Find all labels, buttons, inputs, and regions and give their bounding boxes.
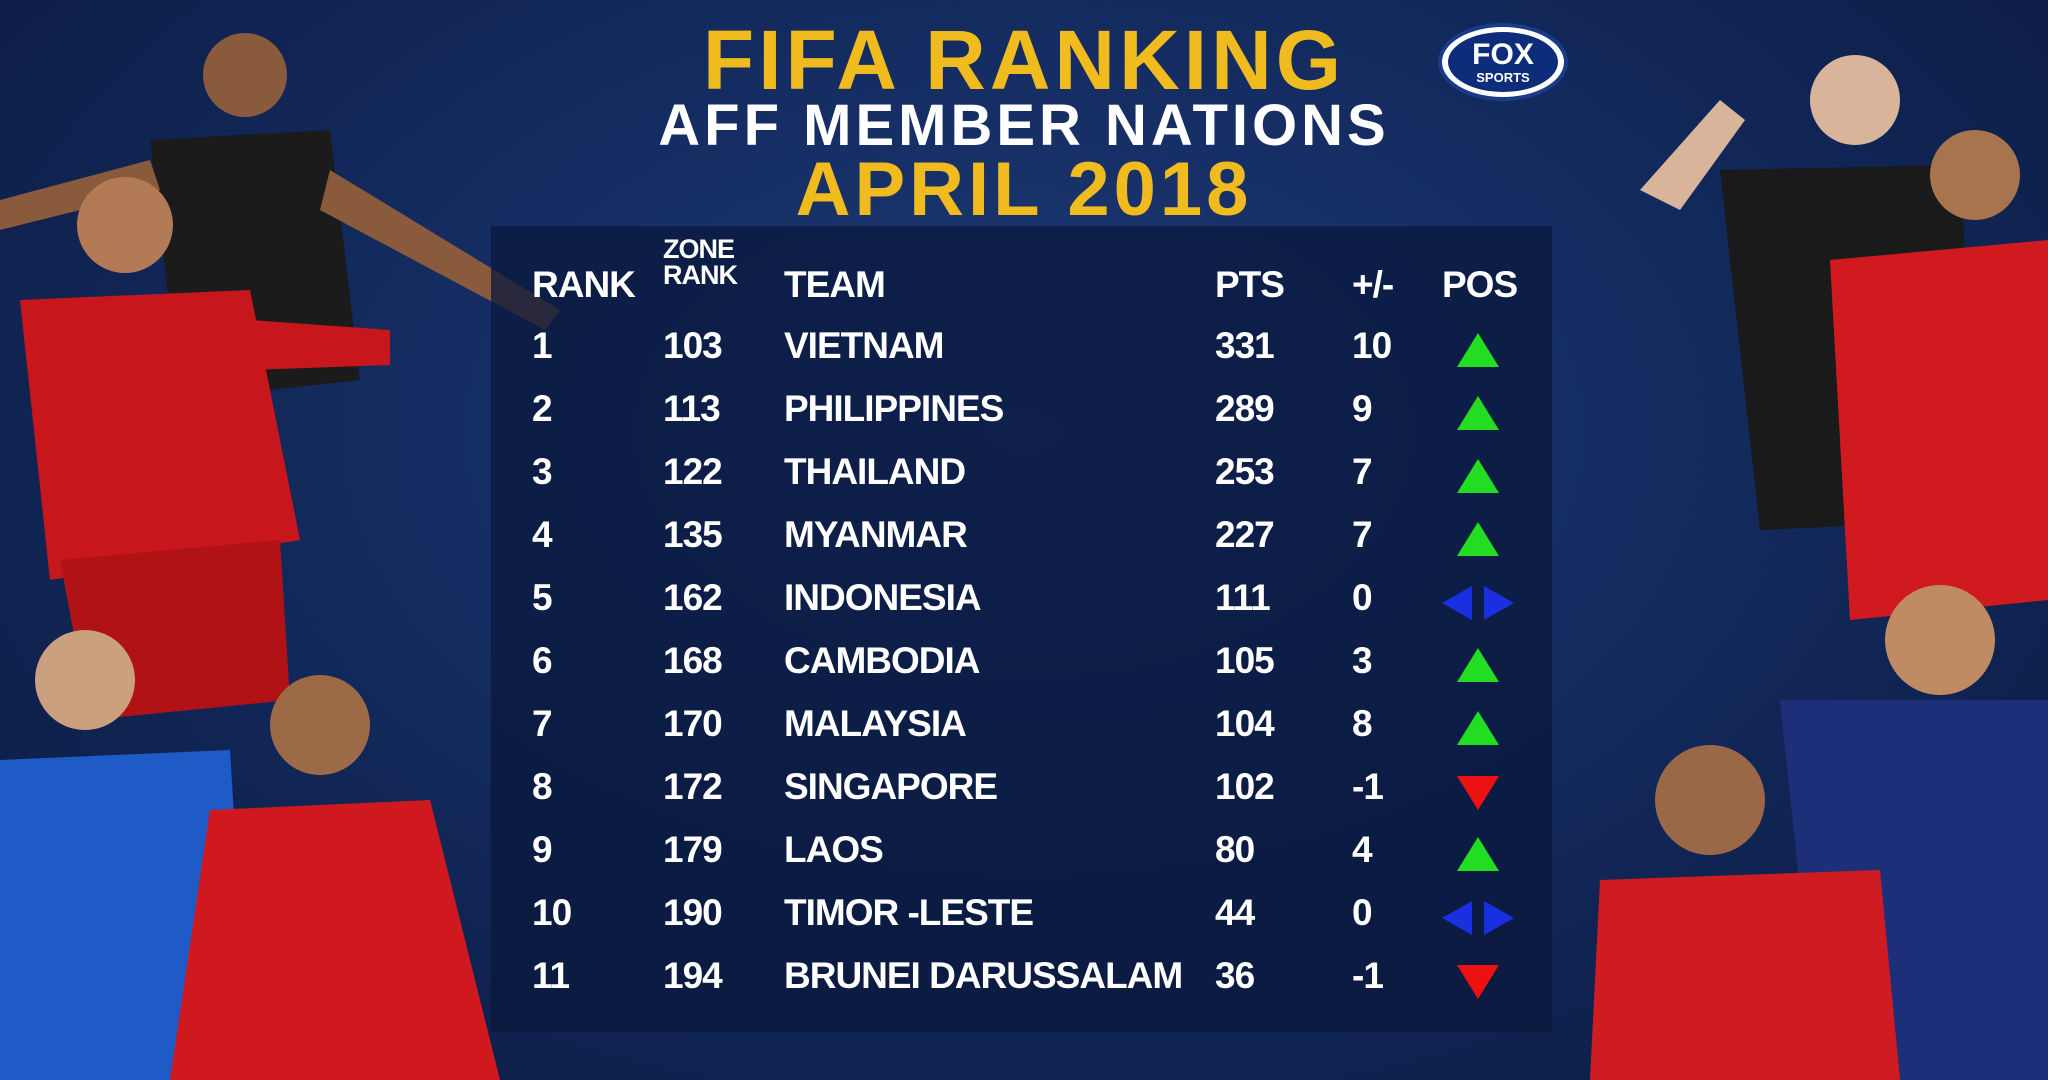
zone-rank: 179 xyxy=(663,829,723,870)
zone-rank: 162 xyxy=(663,577,723,618)
position-arrow xyxy=(1457,965,1499,999)
rank: 1 xyxy=(532,325,553,366)
change: 9 xyxy=(1352,388,1373,429)
position-arrow xyxy=(1457,648,1499,682)
logo-text: SPORTS xyxy=(1476,70,1530,85)
ranking-table xyxy=(491,226,1552,1032)
points: 331 xyxy=(1215,325,1275,366)
rank: 4 xyxy=(532,514,553,555)
position-icon xyxy=(1457,965,1499,999)
zone-rank: 122 xyxy=(663,451,723,492)
team: CAMBODIA xyxy=(784,640,980,681)
rank: 10 xyxy=(532,892,572,933)
team: MYANMAR xyxy=(784,514,968,555)
logo: FOX SPORTS xyxy=(1438,23,1568,101)
rank: 2 xyxy=(532,388,553,429)
position-arrow xyxy=(1442,901,1472,935)
position-icon xyxy=(1442,901,1514,935)
date: APRIL 2018 xyxy=(795,147,1253,232)
logo-text: FOX xyxy=(1472,38,1534,71)
zone-rank: 190 xyxy=(663,892,723,933)
points: 227 xyxy=(1215,514,1275,555)
change: -1 xyxy=(1352,766,1384,807)
position-arrow xyxy=(1457,459,1499,493)
column-header: ZONE RANK xyxy=(663,234,738,290)
position-icon xyxy=(1457,711,1499,745)
team: VIETNAM xyxy=(784,325,944,366)
team: PHILIPPINES xyxy=(784,388,1004,429)
position-icon xyxy=(1457,648,1499,682)
rank: 6 xyxy=(532,640,553,681)
team: INDONESIA xyxy=(784,577,982,618)
change: 0 xyxy=(1352,892,1373,933)
points: 80 xyxy=(1215,829,1255,870)
player-right-4 xyxy=(1590,745,1900,1080)
change: 3 xyxy=(1352,640,1373,681)
position-arrow xyxy=(1484,901,1514,935)
position-icon xyxy=(1457,459,1499,493)
position-arrow xyxy=(1442,586,1472,620)
team: THAILAND xyxy=(784,451,966,492)
position-arrow xyxy=(1457,396,1499,430)
change: 7 xyxy=(1352,451,1373,492)
position-icon xyxy=(1457,776,1499,810)
points: 289 xyxy=(1215,388,1275,429)
column-header: +/- xyxy=(1352,264,1394,305)
position-arrow xyxy=(1457,711,1499,745)
points: 104 xyxy=(1215,703,1275,744)
position-icon xyxy=(1457,837,1499,871)
column-header: RANK xyxy=(532,264,636,305)
player-right-2 xyxy=(1830,130,2048,620)
position-arrow xyxy=(1457,776,1499,810)
title: FIFA RANKING xyxy=(702,13,1346,107)
subtitle: AFF MEMBER NATIONS xyxy=(658,93,1390,158)
rank: 9 xyxy=(532,829,553,870)
position-arrow xyxy=(1484,586,1514,620)
points: 36 xyxy=(1215,955,1255,996)
team: LAOS xyxy=(784,829,884,870)
rank: 8 xyxy=(532,766,553,807)
points: 111 xyxy=(1215,577,1271,618)
rank: 3 xyxy=(532,451,553,492)
rank: 7 xyxy=(532,703,553,744)
position-arrow xyxy=(1457,333,1499,367)
position-icon xyxy=(1442,586,1514,620)
zone-rank: 135 xyxy=(663,514,723,555)
change: 0 xyxy=(1352,577,1373,618)
rank: 11 xyxy=(532,955,570,996)
change: -1 xyxy=(1352,955,1384,996)
position-icon xyxy=(1457,333,1499,367)
position-arrow xyxy=(1457,522,1499,556)
position-icon xyxy=(1457,522,1499,556)
points: 44 xyxy=(1215,892,1255,933)
change: 8 xyxy=(1352,703,1373,744)
zone-rank: 113 xyxy=(663,388,721,429)
team: SINGAPORE xyxy=(784,766,998,807)
zone-rank: 170 xyxy=(663,703,723,744)
column-header: PTS xyxy=(1215,264,1285,305)
zone-rank: 172 xyxy=(663,766,723,807)
rank: 5 xyxy=(532,577,553,618)
points: 253 xyxy=(1215,451,1275,492)
player-left-4 xyxy=(170,675,500,1080)
position-arrow xyxy=(1457,837,1499,871)
points: 102 xyxy=(1215,766,1275,807)
zone-rank: 194 xyxy=(663,955,723,996)
change: 4 xyxy=(1352,829,1373,870)
change: 10 xyxy=(1352,325,1392,366)
zone-rank: 103 xyxy=(663,325,723,366)
column-header: TEAM xyxy=(784,264,886,305)
team: BRUNEI DARUSSALAM xyxy=(784,955,1183,996)
column-header: POS xyxy=(1442,264,1518,305)
zone-rank: 168 xyxy=(663,640,723,681)
change: 7 xyxy=(1352,514,1373,555)
team: TIMOR -LESTE xyxy=(784,892,1034,933)
points: 105 xyxy=(1215,640,1275,681)
position-icon xyxy=(1457,396,1499,430)
team: MALAYSIA xyxy=(784,703,967,744)
